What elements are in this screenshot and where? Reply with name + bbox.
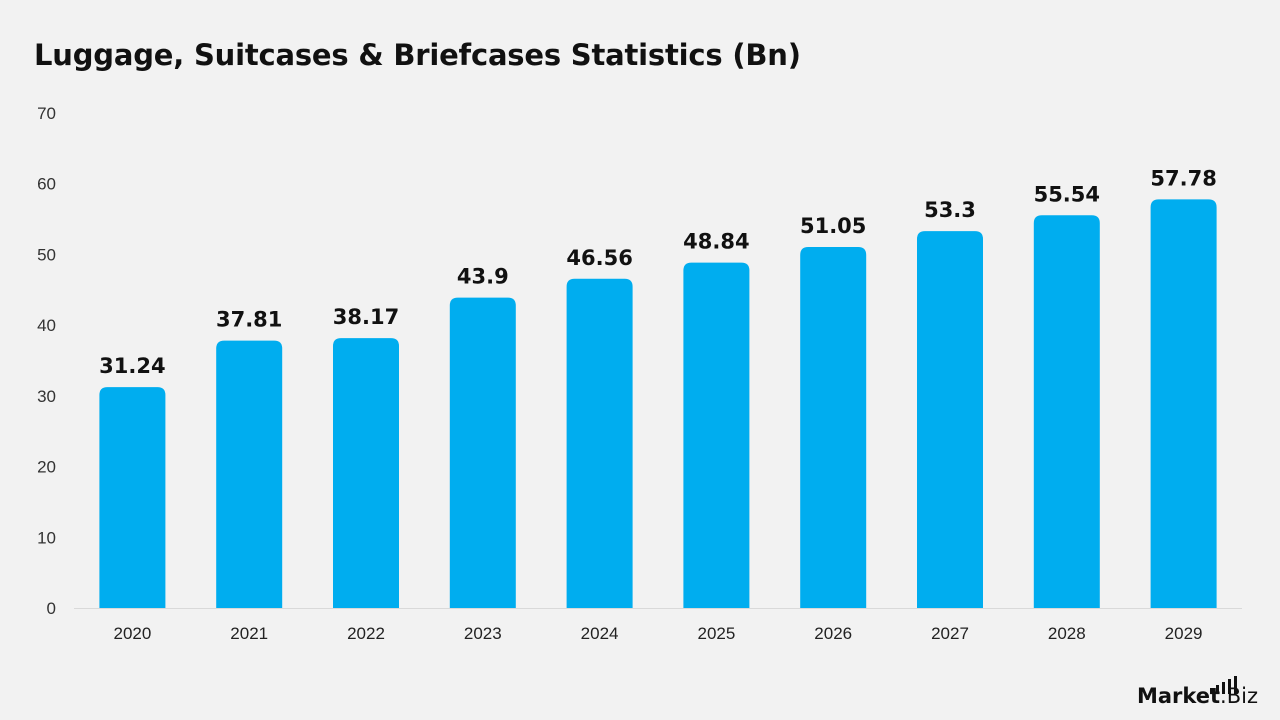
data-label-2029: 57.78 xyxy=(1150,166,1216,190)
bar-2027 xyxy=(917,231,983,609)
bar-2023 xyxy=(449,297,516,608)
bar-2024 xyxy=(566,278,633,608)
x-tick-label-2027: 2027 xyxy=(931,624,969,643)
brand-name-main: Market xyxy=(1136,684,1221,708)
x-tick-label-2024: 2024 xyxy=(581,624,619,643)
x-tick-label-2026: 2026 xyxy=(814,624,852,643)
bar-2026 xyxy=(800,247,867,608)
data-label-2023: 43.9 xyxy=(457,265,509,289)
data-label-2020: 31.24 xyxy=(99,354,165,378)
brand-name-sub: .Biz xyxy=(1220,684,1258,708)
data-label-2027: 53.3 xyxy=(924,198,976,222)
data-label-2026: 51.05 xyxy=(800,214,866,238)
y-tick-label: 10 xyxy=(37,528,56,547)
x-tick-label-2021: 2021 xyxy=(230,624,268,643)
bar-2025 xyxy=(683,262,750,608)
data-label-2021: 37.81 xyxy=(216,308,282,332)
x-tick-label-2025: 2025 xyxy=(697,624,735,643)
bar-2020 xyxy=(99,387,166,608)
bar-2028 xyxy=(1033,215,1100,608)
y-tick-label: 50 xyxy=(37,245,56,264)
y-tick-label: 70 xyxy=(37,104,56,123)
data-label-2024: 46.56 xyxy=(566,246,632,270)
chart-title: Luggage, Suitcases & Briefcases Statisti… xyxy=(34,38,801,72)
data-label-2022: 38.17 xyxy=(333,305,399,329)
bar-2029 xyxy=(1150,199,1217,609)
x-axis: 2020 2021 2022 2023 2024 2025 2026 2027 2028 2029 xyxy=(113,624,1202,643)
bars xyxy=(99,199,1217,609)
bar-chart-icon xyxy=(1210,676,1237,694)
data-label-2028: 55.54 xyxy=(1034,182,1100,206)
x-tick-label-2029: 2029 xyxy=(1165,624,1203,643)
x-tick-label-2028: 2028 xyxy=(1048,624,1086,643)
bar-2022 xyxy=(333,338,399,608)
y-tick-label: 30 xyxy=(37,387,56,406)
x-tick-label-2020: 2020 xyxy=(113,624,151,643)
y-tick-label: 60 xyxy=(37,175,56,194)
y-tick-label: 40 xyxy=(37,316,56,335)
brand-logo: Market .Biz xyxy=(1137,684,1258,708)
y-tick-label: 0 xyxy=(47,599,56,618)
y-tick-label: 20 xyxy=(37,458,56,477)
data-label-2025: 48.84 xyxy=(683,230,749,254)
y-axis: 0 10 20 30 40 50 60 70 xyxy=(37,104,1242,618)
data-labels: 31.24 37.81 38.17 43.9 46.56 48.84 51.05 53.3 55… xyxy=(99,166,1217,378)
bar-2021 xyxy=(216,340,283,608)
x-tick-label-2023: 2023 xyxy=(464,624,502,643)
x-tick-label-2022: 2022 xyxy=(347,624,385,643)
